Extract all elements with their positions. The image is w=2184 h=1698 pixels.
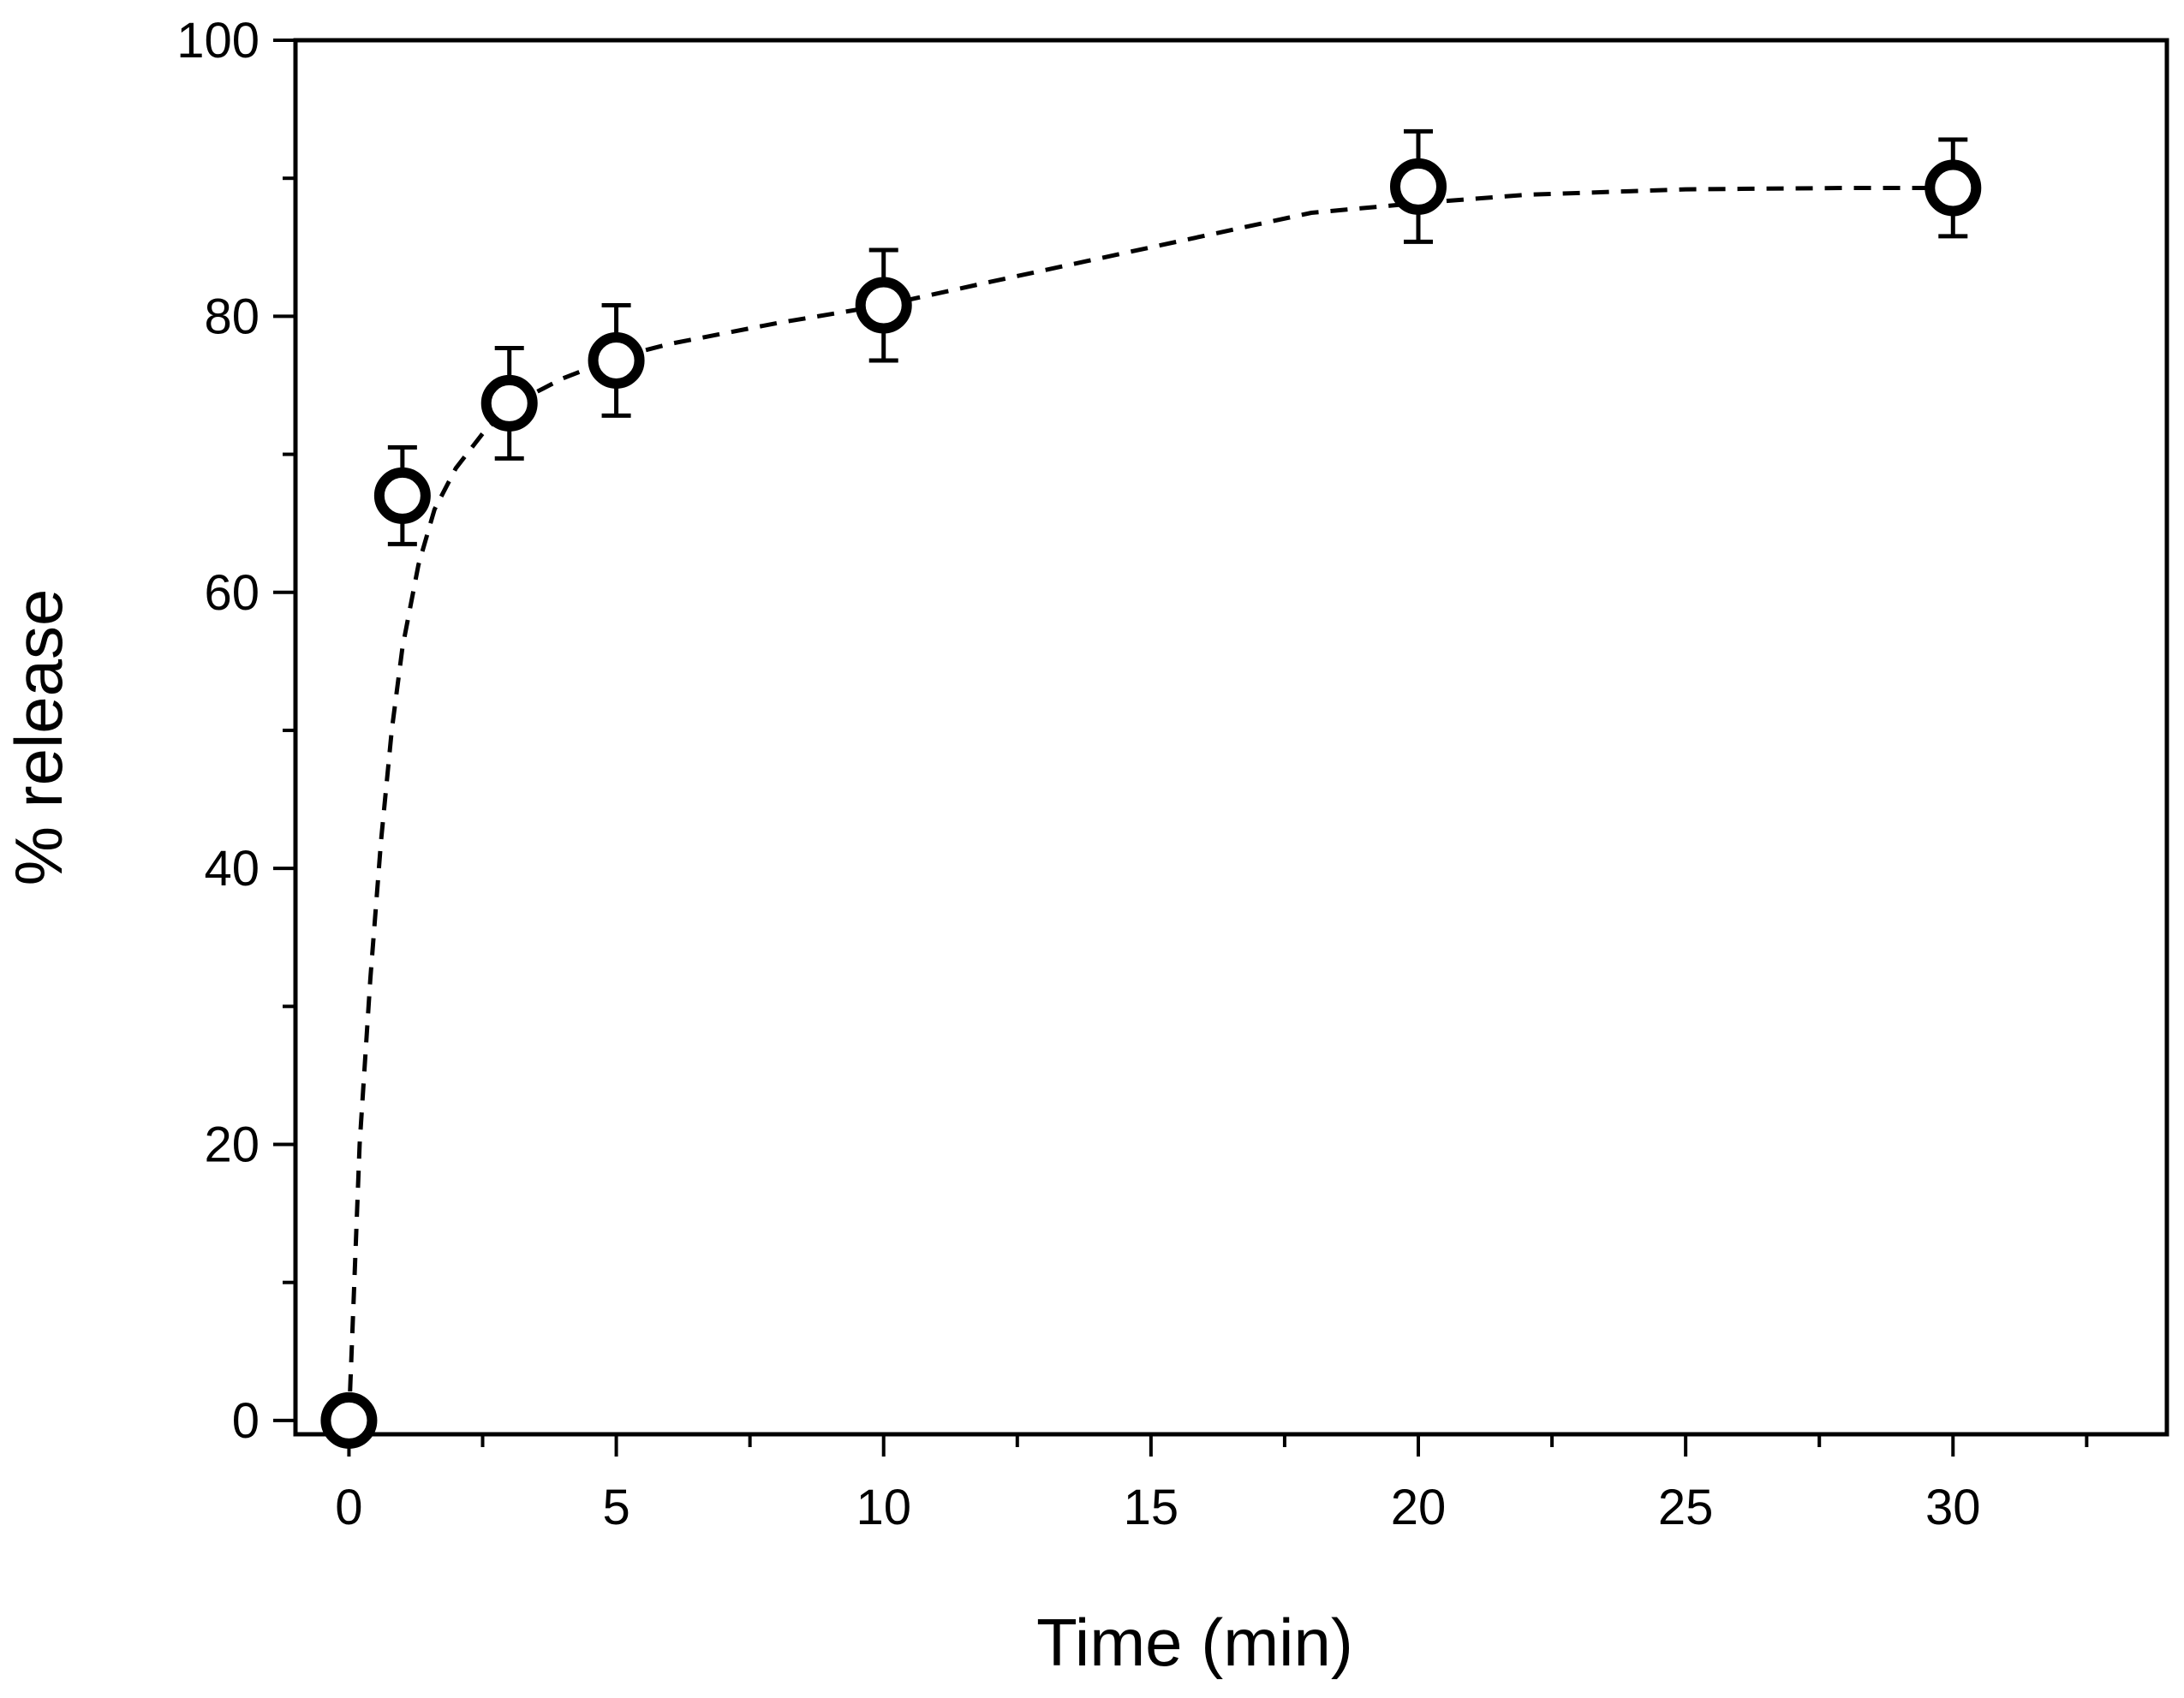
- y-tick-label: 80: [204, 289, 260, 344]
- y-tick-label: 40: [204, 841, 260, 897]
- data-point: [480, 374, 538, 432]
- y-axis-title: % release: [1, 589, 76, 886]
- data-point: [588, 331, 645, 389]
- data-point: [320, 1391, 378, 1449]
- x-tick-label: 5: [602, 1480, 630, 1535]
- y-tick-label: 100: [176, 13, 260, 69]
- data-point: [1390, 158, 1447, 215]
- x-tick-label: 20: [1391, 1480, 1447, 1535]
- axis-tick-labels: 0 5 10 15 20 25 30 0 20 40 60 80 100: [176, 13, 1980, 1535]
- x-tick-label: 25: [1658, 1480, 1714, 1535]
- y-tick-label: 20: [204, 1117, 260, 1173]
- x-tick-label: 10: [856, 1480, 911, 1535]
- y-tick-label: 0: [232, 1393, 260, 1449]
- data-point: [373, 467, 431, 524]
- fit-curve: [346, 186, 1954, 1421]
- x-tick-label: 30: [1925, 1480, 1981, 1535]
- x-axis-title: Time (min): [1036, 1605, 1353, 1680]
- data-point: [855, 277, 912, 334]
- x-tick-label: 0: [335, 1480, 362, 1535]
- axis-ticks: [273, 39, 2089, 1457]
- error-bars: [387, 128, 1968, 546]
- data-point: [1924, 159, 1982, 217]
- plot-frame: [293, 38, 2169, 1437]
- data-points: [320, 158, 1982, 1449]
- x-tick-label: 15: [1124, 1480, 1179, 1535]
- y-tick-label: 60: [204, 565, 260, 621]
